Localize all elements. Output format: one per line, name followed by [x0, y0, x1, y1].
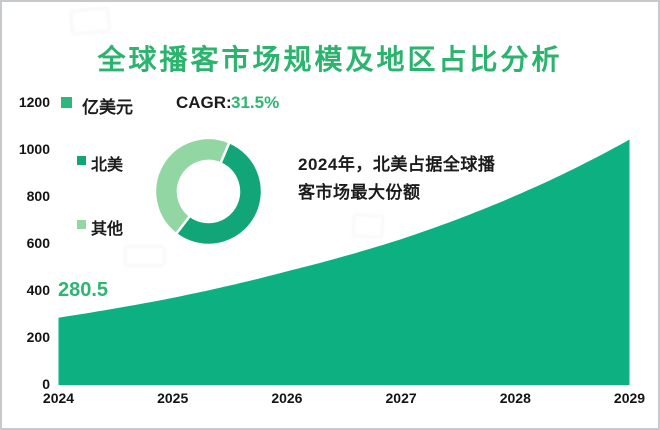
- y-tick-0: 0: [42, 375, 50, 392]
- annotation-line-1: 2024年，北美占据全球播: [298, 155, 496, 174]
- y-tick-200: 200: [26, 328, 50, 345]
- x-tick-2026: 2026: [271, 390, 303, 406]
- x-tick-2029: 2029: [613, 390, 646, 406]
- others-legend-label: 其他: [91, 221, 124, 238]
- y-tick-1000: 1000: [18, 140, 50, 157]
- north-america-legend-swatch: [77, 156, 86, 165]
- x-tick-2025: 2025: [157, 390, 189, 406]
- y-tick-600: 600: [26, 234, 50, 251]
- x-tick-2028: 2028: [499, 390, 531, 406]
- area-series: [58, 139, 630, 385]
- unit-legend-swatch: [61, 97, 72, 108]
- north-america-legend-label: 北美: [91, 157, 124, 174]
- annotation-text: 2024年，北美占据全球播 客市场最大份额: [298, 151, 495, 207]
- donut-segment-0: [174, 141, 264, 247]
- first-point-value-label: 280.5: [58, 279, 109, 301]
- donut-segment-1: [153, 136, 231, 236]
- x-tick-2027: 2027: [385, 390, 417, 406]
- others-legend-swatch: [77, 220, 86, 229]
- watermark-ghost: [351, 213, 385, 239]
- watermark-ghost: [124, 245, 166, 267]
- y-tick-800: 800: [26, 187, 50, 204]
- page-title: 全球播客市场规模及地区占比分析: [97, 44, 563, 75]
- annotation-line-2: 客市场最大份额: [298, 183, 421, 202]
- watermark-ghost: [68, 5, 112, 37]
- y-tick-1200: 1200: [18, 94, 50, 110]
- unit-legend-label: 亿美元: [82, 98, 133, 117]
- y-tick-400: 400: [26, 281, 50, 298]
- x-tick-2024: 2024: [42, 390, 75, 406]
- cagr-label: CAGR:: [176, 93, 232, 112]
- cagr-value: 31.5%: [231, 93, 280, 112]
